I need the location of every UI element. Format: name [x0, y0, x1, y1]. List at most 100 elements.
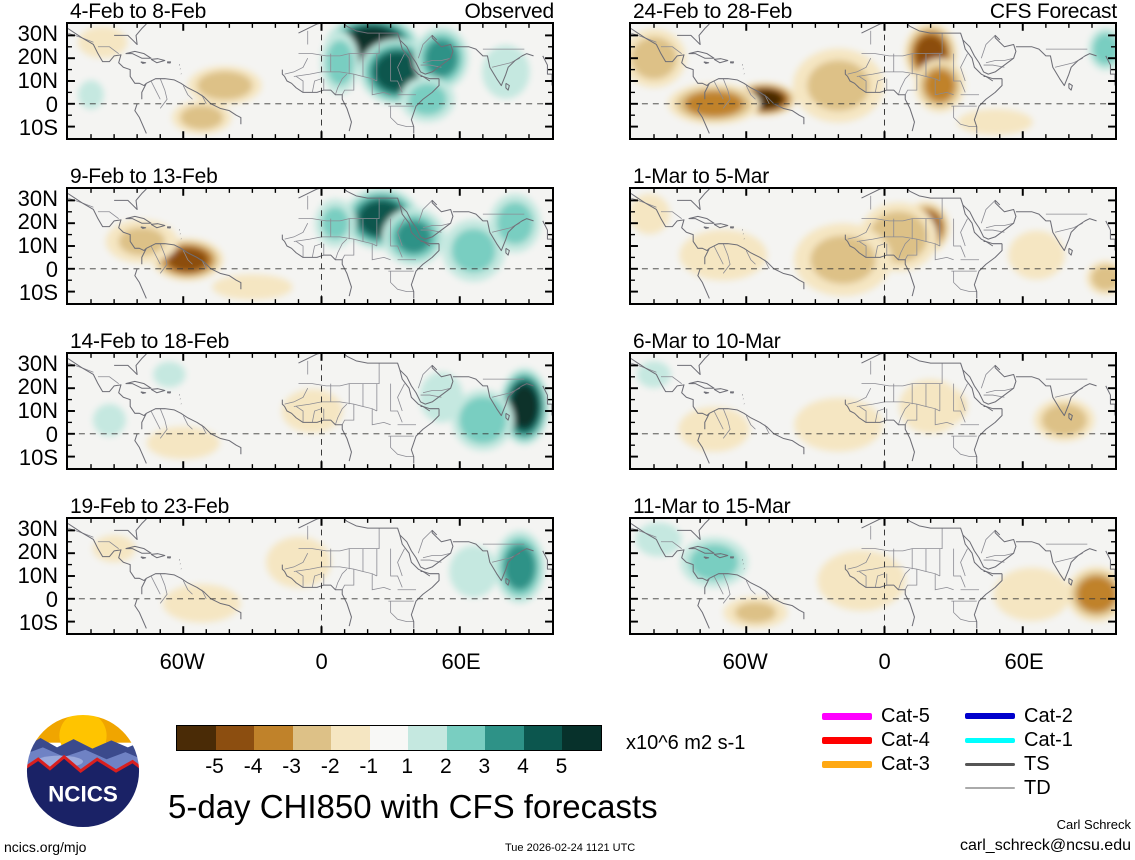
y-axis-tick-label: 0	[45, 91, 58, 117]
map-panel-3	[66, 352, 554, 470]
map-panel-2	[66, 187, 554, 305]
colorbar-segment	[485, 726, 524, 750]
colorbar-tick-label: 1	[401, 755, 414, 778]
colorbar-tick-label: 2	[439, 755, 452, 778]
panel-title-6: 1-Mar to 5-Mar	[633, 165, 770, 188]
legend-item-cat-2: Cat-2	[965, 704, 1073, 728]
y-axis-tick-label: 30N	[17, 515, 58, 541]
colorbar-segment	[562, 726, 601, 750]
panel-title-2: 9-Feb to 13-Feb	[70, 165, 218, 188]
colorbar-units-label: x10^6 m2 s-1	[626, 732, 746, 754]
legend-label: Cat-4	[881, 729, 930, 751]
timestamp-label: Tue 2026-02-24 1121 UTC	[505, 842, 636, 854]
legend-item-ts: TS	[965, 752, 1073, 776]
legend-label: Cat-2	[1024, 705, 1073, 727]
y-axis-tick-label: 10N	[17, 68, 58, 93]
colorbar-segment	[177, 726, 216, 750]
colorbar-tick-label: -2	[320, 755, 340, 778]
colorbar-segment	[254, 726, 293, 750]
panel-title-4: 19-Feb to 23-Feb	[70, 495, 230, 518]
colorbar-segment	[215, 726, 255, 750]
x-axis-tick-label: 0	[315, 649, 328, 674]
colorbar-segment	[446, 726, 486, 750]
y-axis-tick-label: 30N	[17, 20, 58, 46]
x-axis-tick-label: 60E	[1004, 649, 1044, 674]
colorbar-tick-label: 5	[555, 755, 568, 778]
legend-swatch	[822, 736, 872, 744]
ncics-logo-text: NCICS	[48, 782, 118, 807]
y-axis-tick-label: 10N	[17, 398, 58, 423]
legend-swatch	[822, 712, 872, 720]
contact-email-label: carl_schreck@ncsu.edu	[960, 837, 1131, 854]
y-axis-tick-label: 10S	[18, 445, 58, 471]
legend-label: Cat-3	[881, 753, 930, 775]
map-panel-8	[629, 517, 1117, 635]
shaded-field	[635, 522, 1115, 629]
colorbar-segment	[331, 726, 370, 750]
map-panel-7	[629, 352, 1117, 470]
y-axis-tick-label: 30N	[17, 350, 58, 376]
legend-label: Cat-1	[1024, 729, 1073, 751]
colorbar-segment	[523, 726, 563, 750]
colorbar-tick-label: 4	[517, 755, 529, 778]
y-axis-tick-label: 20N	[17, 209, 58, 235]
x-axis-tick-label: 0	[878, 649, 891, 674]
ncics-logo-graphic: NCICS	[25, 713, 141, 829]
y-axis-tick-label: 0	[45, 256, 58, 282]
panel-title-3: 14-Feb to 18-Feb	[70, 330, 230, 353]
shaded-field	[105, 189, 541, 300]
legend-item-cat-5: Cat-5	[822, 704, 930, 728]
author-label: Carl Schreck	[1056, 817, 1131, 832]
shaded-field	[92, 361, 549, 460]
legend-label: TS	[1024, 753, 1050, 775]
x-axis-tick-label: 60W	[159, 649, 205, 674]
shaded-field	[92, 530, 546, 623]
x-axis-tick-label: 60E	[441, 649, 481, 674]
colorbar	[176, 725, 602, 751]
y-axis-tick-label: 0	[45, 586, 58, 612]
y-axis-tick-label: 30N	[17, 185, 58, 211]
map-panel-5	[629, 22, 1117, 140]
legend-label: TD	[1024, 777, 1051, 799]
colorbar-segment	[408, 726, 447, 750]
shaded-field	[637, 361, 1095, 452]
y-axis-tick-label: 0	[45, 421, 58, 447]
map-panel-6	[629, 187, 1117, 305]
colorbar-tick-label: -5	[205, 755, 224, 778]
panel-title-8: 11-Mar to 15-Mar	[633, 495, 791, 518]
legend-swatch	[965, 737, 1015, 743]
legend-item-td: TD	[965, 776, 1073, 800]
y-axis-tick-label: 10S	[18, 610, 58, 636]
column-header-observed: Observed	[464, 0, 555, 23]
x-axis-tick-label: 60W	[722, 649, 768, 674]
y-axis-tick-label: 20N	[17, 44, 58, 70]
shaded-field	[631, 193, 1115, 297]
shaded-field	[631, 24, 1115, 136]
legend-swatch	[965, 713, 1015, 719]
colorbar-tick-label: -1	[359, 755, 379, 778]
y-axis-tick-label: 10S	[18, 115, 58, 141]
panel-title-7: 6-Mar to 10-Mar	[633, 330, 781, 353]
legend-swatch	[965, 787, 1015, 789]
legend-item-cat-4: Cat-4	[822, 728, 930, 752]
legend-column-right: Cat-2 Cat-1 TS TD	[965, 704, 1073, 800]
legend-swatch	[965, 762, 1015, 766]
colorbar-tick-label: 3	[478, 755, 491, 778]
legend-item-cat-3: Cat-3	[822, 752, 930, 776]
y-axis-tick-label: 10S	[18, 280, 58, 306]
panel-title-1: 4-Feb to 8-Feb	[70, 0, 207, 23]
legend-swatch	[822, 760, 872, 768]
y-axis-tick-label: 20N	[17, 374, 58, 400]
panel-title-5: 24-Feb to 28-Feb	[633, 0, 793, 23]
site-url-label: ncics.org/mjo	[4, 839, 87, 855]
colorbar-segment	[292, 726, 332, 750]
y-axis-tick-label: 10N	[17, 563, 58, 588]
ncics-logo: NCICS	[24, 712, 142, 830]
shaded-field	[77, 24, 530, 135]
colorbar-tick-label: -4	[243, 755, 263, 778]
map-panel-1	[66, 22, 554, 140]
map-panel-4	[66, 517, 554, 635]
legend-label: Cat-5	[881, 705, 930, 727]
y-axis-tick-label: 20N	[17, 539, 58, 565]
